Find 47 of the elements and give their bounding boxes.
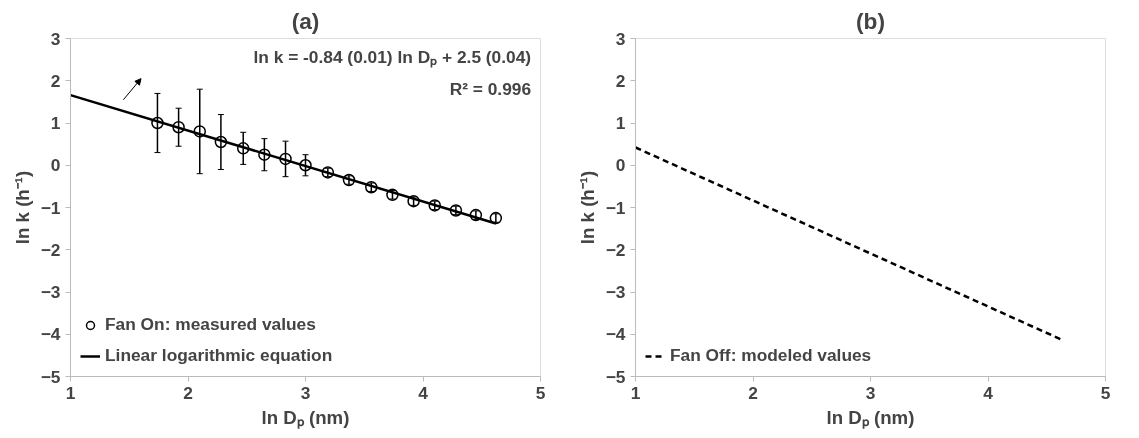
y-tick-label: −3 bbox=[40, 282, 61, 302]
y-tick-label: 3 bbox=[50, 28, 61, 49]
y-tick-label: 1 bbox=[50, 113, 61, 133]
y-axis-title: ln k (h⁻¹) bbox=[576, 170, 598, 245]
chart-title: (b) bbox=[856, 7, 885, 34]
x-tick-label: 5 bbox=[1100, 382, 1111, 403]
x-tick-label: 3 bbox=[300, 382, 311, 403]
y-tick-label: −3 bbox=[605, 282, 626, 302]
chart-title: (a) bbox=[291, 7, 320, 34]
x-tick-label: 3 bbox=[865, 382, 876, 403]
point bbox=[214, 135, 228, 149]
x-axis-title: ln Dₚ (nm) bbox=[826, 406, 915, 429]
annotation: R² = 0.996 bbox=[449, 78, 532, 99]
x-tick-label: 1 bbox=[65, 382, 76, 403]
y-tick-label: 2 bbox=[50, 70, 61, 91]
legend-label: Fan On: measured values bbox=[105, 314, 316, 335]
x-tick-label: 5 bbox=[535, 382, 546, 403]
y-tick-label: −2 bbox=[40, 239, 61, 260]
point bbox=[172, 120, 185, 134]
y-axis-title: ln k (h⁻¹) bbox=[11, 170, 33, 245]
y-tick-label: 0 bbox=[615, 155, 626, 176]
y-tick-label: −1 bbox=[605, 197, 626, 218]
x-tick-label: 2 bbox=[748, 382, 758, 403]
x-tick-label: 2 bbox=[183, 382, 193, 403]
point bbox=[193, 125, 206, 138]
point bbox=[279, 152, 292, 166]
x-tick-label: 1 bbox=[630, 382, 641, 403]
legend-label: Fan Off: modeled values bbox=[670, 345, 872, 366]
y-tick-label: −2 bbox=[605, 239, 626, 260]
y-tick-label: 3 bbox=[615, 28, 626, 49]
point bbox=[258, 148, 271, 161]
annotation: ln k = -0.84 (0.01) ln Dₚ + 2.5 (0.04) bbox=[253, 46, 532, 68]
y-tick-label: −4 bbox=[40, 324, 61, 345]
x-tick-label: 4 bbox=[983, 382, 994, 403]
point bbox=[151, 116, 164, 130]
point bbox=[236, 142, 250, 155]
x-tick-label: 4 bbox=[418, 382, 429, 403]
y-tick-label: −5 bbox=[40, 366, 61, 387]
y-tick-label: 2 bbox=[615, 70, 626, 91]
y-tick-label: 0 bbox=[50, 155, 61, 176]
y-tick-label: 1 bbox=[615, 113, 626, 133]
x-axis-title: ln Dₚ (nm) bbox=[261, 406, 350, 429]
y-tick-label: −4 bbox=[605, 324, 626, 345]
y-tick-label: −5 bbox=[605, 366, 626, 387]
legend-label: Linear logarithmic equation bbox=[105, 345, 333, 366]
y-tick-label: −1 bbox=[40, 197, 61, 218]
point bbox=[299, 159, 312, 172]
